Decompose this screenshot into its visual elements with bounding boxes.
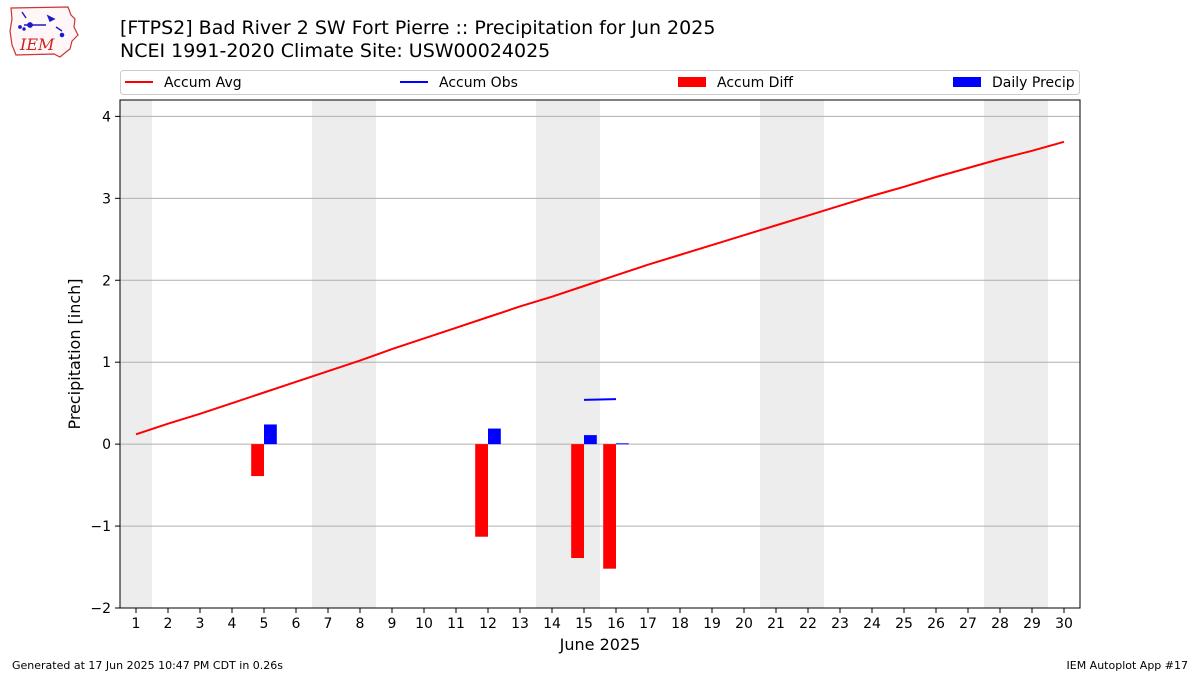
y-tick-label: 3: [102, 191, 111, 207]
chart-title-line1: [FTPS2] Bad River 2 SW Fort Pierre :: Pr…: [120, 17, 716, 39]
x-tick-label: 9: [388, 616, 397, 632]
x-tick-label: 21: [767, 616, 785, 632]
y-tick-label: 2: [102, 273, 111, 289]
x-tick-label: 7: [324, 616, 333, 632]
daily-precip-bar: [488, 428, 501, 445]
accum-diff-bar: [571, 444, 584, 559]
x-tick-label: 2: [164, 616, 173, 632]
daily-precip-bar: [264, 424, 277, 445]
accum-avg-line: [135, 140, 1065, 436]
y-tick-label: 4: [102, 109, 111, 125]
x-tick-label: 19: [703, 616, 721, 632]
weekend-shade: [120, 100, 152, 608]
x-tick-label: 11: [447, 616, 465, 632]
legend-box: [120, 70, 1080, 95]
x-tick-label: 28: [991, 616, 1009, 632]
daily-precip-bar: [584, 435, 597, 445]
x-tick-label: 17: [639, 616, 657, 632]
x-tick-label: 3: [196, 616, 205, 632]
weekend-shade: [536, 100, 600, 608]
iem-logo: IEM: [9, 6, 79, 58]
x-tick-label: 12: [479, 616, 497, 632]
y-tick-label: 1: [102, 355, 111, 371]
accum-diff-bar: [603, 444, 616, 569]
x-tick-label: 16: [607, 616, 625, 632]
y-tick-label: −1: [90, 519, 111, 535]
x-tick-label: 29: [1023, 616, 1041, 632]
legend-accum-avg-label: Accum Avg: [164, 75, 242, 91]
x-tick-label: 26: [927, 616, 945, 632]
daily-precip-bar: [616, 443, 629, 445]
x-tick-label: 5: [260, 616, 269, 632]
legend-accum-diff-label: Accum Diff: [717, 75, 793, 91]
footer-app-label: IEM Autoplot App #17: [1066, 659, 1189, 672]
x-tick-label: 14: [543, 616, 561, 632]
weekend-shade: [312, 100, 376, 608]
plot-frame: [119, 99, 1081, 609]
x-tick-label: 4: [228, 616, 237, 632]
x-tick-label: 6: [292, 616, 301, 632]
footer-generated-text: Generated at 17 Jun 2025 10:47 PM CDT in…: [12, 659, 284, 672]
x-axis-label: June 2025: [559, 635, 641, 654]
legend-accum-diff-handle: [678, 77, 706, 87]
legend-daily-precip-label: Daily Precip: [992, 75, 1075, 91]
x-tick-label: 8: [356, 616, 365, 632]
x-tick-label: 1: [132, 616, 141, 632]
x-tick-label: 18: [671, 616, 689, 632]
x-tick-label: 22: [799, 616, 817, 632]
y-axis-label: Precipitation [inch]: [65, 278, 84, 429]
legend: Accum Avg Accum Obs Accum Diff Daily Precip: [120, 70, 1080, 95]
accum-obs-line: [583, 398, 617, 401]
x-tick-label: 25: [895, 616, 913, 632]
x-tick-label: 13: [511, 616, 529, 632]
y-tick-label: 0: [102, 437, 111, 453]
y-tick-label: −2: [90, 601, 111, 617]
accum-diff-bar: [475, 444, 488, 537]
x-tick-label: 24: [863, 616, 881, 632]
logo-text: IEM: [19, 35, 55, 54]
x-tick-label: 27: [959, 616, 977, 632]
x-tick-label: 10: [415, 616, 433, 632]
x-tick-label: 30: [1055, 616, 1073, 632]
weekend-shade: [760, 100, 824, 608]
x-tick-label: 23: [831, 616, 849, 632]
legend-accum-obs-label: Accum Obs: [439, 75, 518, 91]
x-tick-label: 15: [575, 616, 593, 632]
chart-title-line2: NCEI 1991-2020 Climate Site: USW00024025: [120, 40, 551, 62]
legend-daily-precip-handle: [953, 77, 981, 87]
accum-diff-bar: [251, 444, 264, 477]
x-tick-label: 20: [735, 616, 753, 632]
weekend-shade: [984, 100, 1048, 608]
